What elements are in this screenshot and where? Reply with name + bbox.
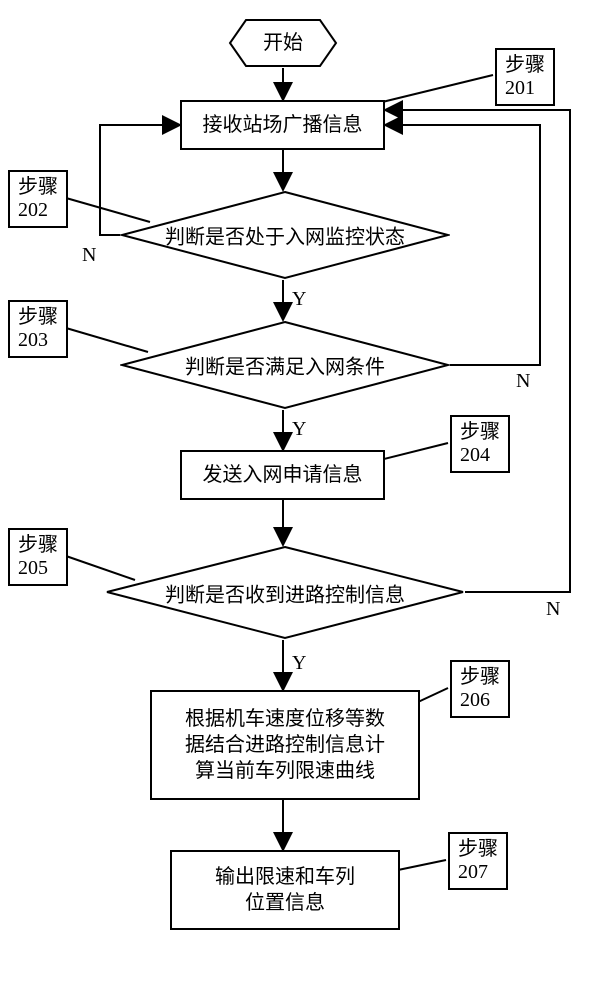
step-206: 步骤 206 (450, 660, 510, 718)
step-201: 步骤 201 (495, 48, 555, 106)
decision-label: 判断是否满足入网条件 (120, 351, 450, 380)
process-label: 接收站场广播信息 (203, 112, 363, 138)
n-3: N (546, 598, 560, 621)
decision-label: 判断是否收到进路控制信息 (105, 578, 465, 607)
process-label: 输出限速和车列 位置信息 (215, 864, 355, 916)
y-1: Y (292, 288, 306, 311)
step-202: 步骤 202 (8, 170, 68, 228)
process-compute-limit: 根据机车速度位移等数 据结合进路控制信息计 算当前车列限速曲线 (150, 690, 420, 800)
y-2: Y (292, 418, 306, 441)
step-207: 步骤 207 (448, 832, 508, 890)
step-204: 步骤 204 (450, 415, 510, 473)
step-203: 步骤 203 (8, 300, 68, 358)
start-terminator: 开始 (228, 18, 338, 68)
process-label: 发送入网申请信息 (203, 462, 363, 488)
process-receive-broadcast: 接收站场广播信息 (180, 100, 385, 150)
start-label: 开始 (228, 18, 338, 68)
n-1: N (82, 244, 96, 267)
decision-label: 判断是否处于入网监控状态 (120, 221, 450, 250)
decision-join-condition: 判断是否满足入网条件 (120, 320, 450, 410)
process-send-request: 发送入网申请信息 (180, 450, 385, 500)
decision-route-info: 判断是否收到进路控制信息 (105, 545, 465, 640)
process-output: 输出限速和车列 位置信息 (170, 850, 400, 930)
process-label: 根据机车速度位移等数 据结合进路控制信息计 算当前车列限速曲线 (185, 706, 385, 784)
n-2: N (516, 370, 530, 393)
step-205: 步骤 205 (8, 528, 68, 586)
decision-monitor-state: 判断是否处于入网监控状态 (120, 190, 450, 280)
y-3: Y (292, 652, 306, 675)
